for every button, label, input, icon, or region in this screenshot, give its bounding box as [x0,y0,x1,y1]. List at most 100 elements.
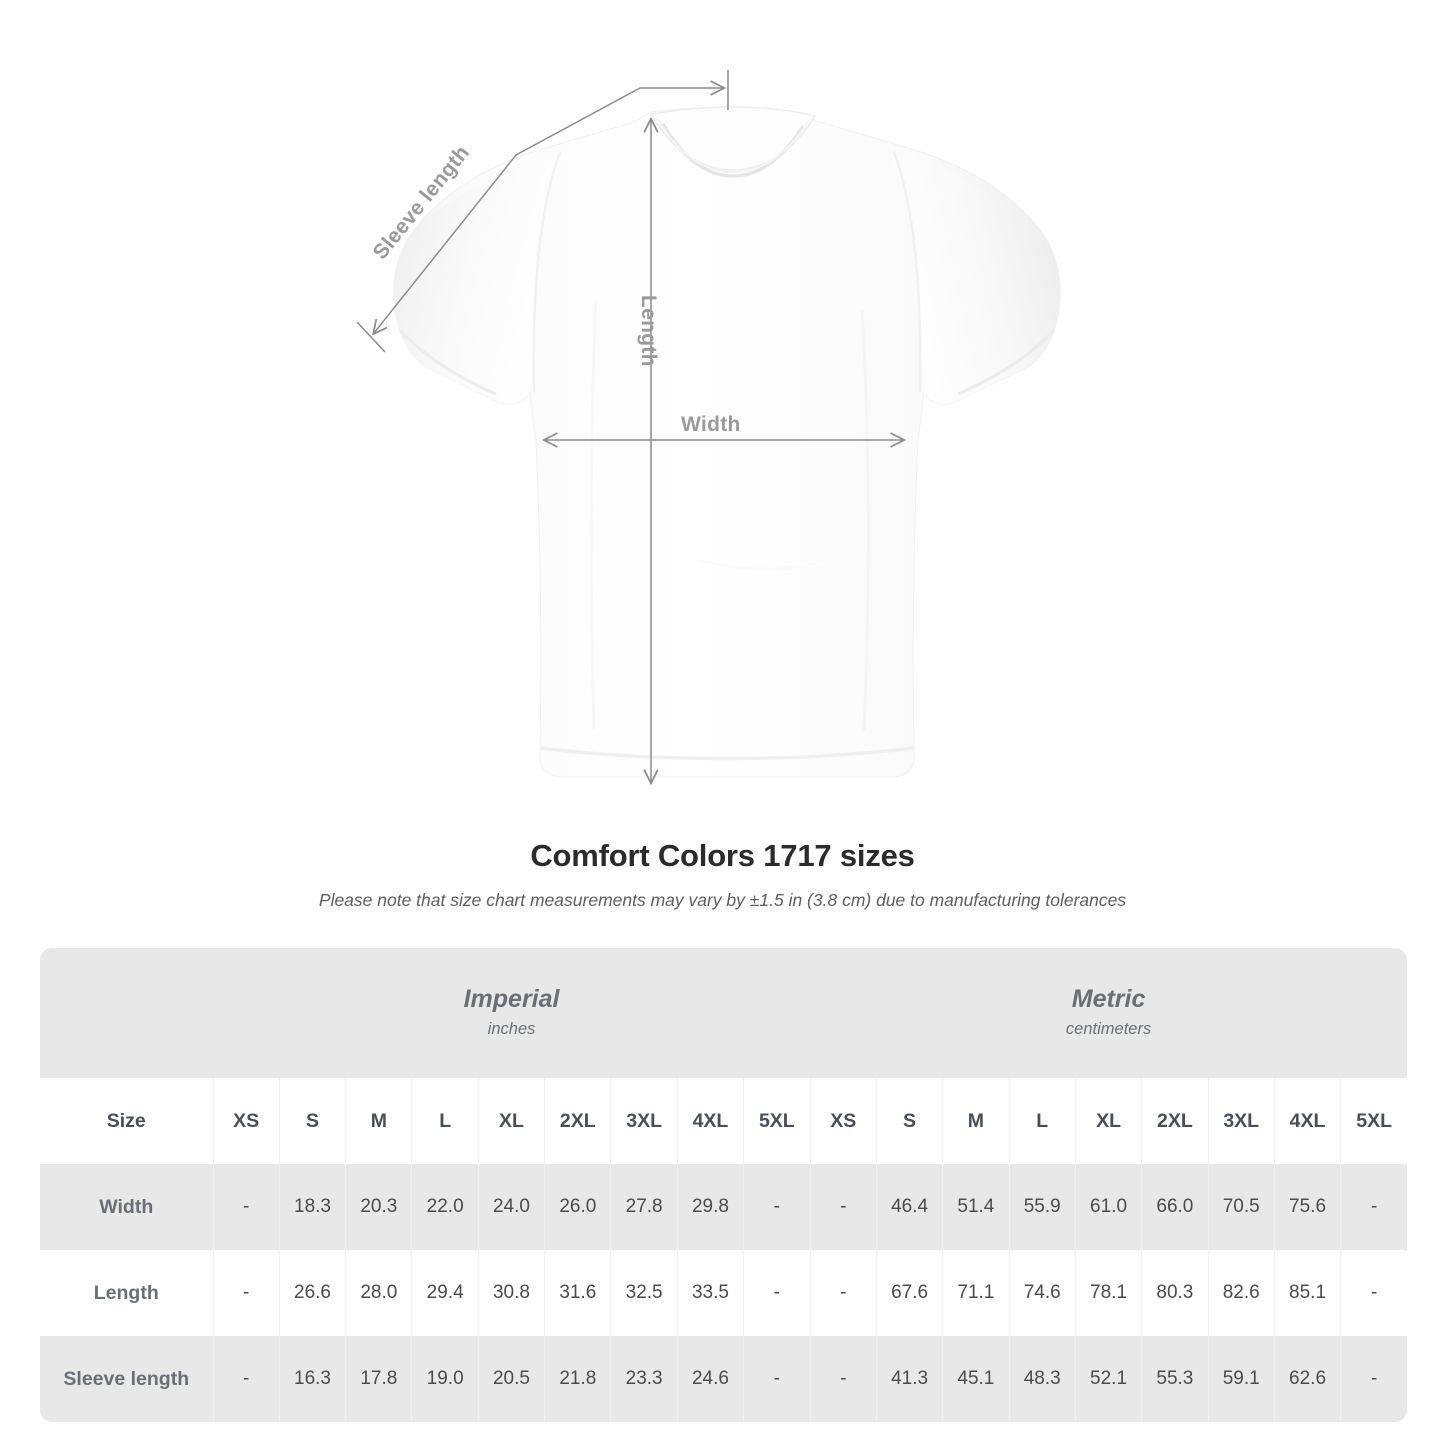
width-label: Width [681,413,741,436]
measurement-cell-imperial: 26.6 [278,1250,347,1336]
measurement-cell-metric: 71.1 [942,1250,1010,1336]
size-header-cell: M [942,1078,1010,1164]
measurement-cell-metric: - [1340,1250,1408,1336]
measurement-cell-metric: 75.6 [1273,1164,1342,1250]
unit-header-imperial: Imperial inches [213,948,811,1078]
right-sleeve [892,150,1061,405]
measurement-cell-metric: 67.6 [875,1250,944,1336]
measurement-cell-imperial: 17.8 [345,1336,413,1422]
fabric-fold-1 [589,299,598,731]
size-header-cell: 3XL [610,1078,678,1164]
measurement-row-label: Width [40,1164,214,1250]
size-column-header: Size [40,1078,214,1164]
size-header-cell: XS [212,1078,280,1164]
tshirt-illustration [356,70,1061,830]
measurement-cell-metric: 41.3 [875,1336,944,1422]
unit-name: Metric [1071,985,1146,1014]
measurement-cell-imperial: 24.0 [477,1164,546,1250]
measurement-row-label: Sleeve length [40,1336,214,1422]
measurement-cell-metric: 52.1 [1074,1336,1143,1422]
measurement-cell-imperial: 29.8 [676,1164,745,1250]
measurement-cell-metric: 48.3 [1008,1336,1076,1422]
measurement-cell-metric: 78.1 [1074,1250,1143,1336]
title-block: Comfort Colors 1717 sizes Please note th… [0,838,1445,911]
size-header-cell: M [345,1078,413,1164]
measurement-cell-metric: 51.4 [942,1164,1010,1250]
tshirt-diagram: Sleeve length Length Width [356,70,1061,830]
measurement-cell-imperial: - [743,1164,811,1250]
sleeve-diagonal-line [374,87,641,333]
right-sleeve-hem [957,328,1056,396]
unit-subtitle: inches [487,1019,536,1038]
measurement-cell-imperial: 22.0 [411,1164,479,1250]
measurement-cell-metric: - [1340,1164,1408,1250]
measurement-cell-imperial: 31.6 [544,1250,612,1336]
measurement-cell-imperial: 20.5 [477,1336,546,1422]
measurement-cell-imperial: 33.5 [676,1250,745,1336]
bottom-hem [540,746,914,761]
measurement-cell-imperial: 20.3 [345,1164,413,1250]
measurement-cell-metric: 61.0 [1074,1164,1143,1250]
measurement-cell-metric: 46.4 [875,1164,944,1250]
sleeve-length-dimension [356,70,729,353]
table-row: Length -26.6 28.0 29.4 30.8 31.6 32.5 33.5- -67.… [40,1250,1408,1336]
tolerance-note: Please note that size chart measurements… [318,890,1127,910]
collar-outer [649,106,817,171]
size-header-cell: 4XL [676,1078,745,1164]
size-header-row: Size XS S M L XL 2XL 3XL 4XL 5XL XS S M L XL 2XL 3XL 4XL 5… [40,1078,1408,1164]
unit-name: Imperial [463,985,560,1014]
measurement-cell-imperial: - [743,1336,811,1422]
unit-subtitle: centimeters [1065,1019,1152,1038]
size-header-cell: 5XL [1340,1078,1408,1164]
measurement-cell-metric: 55.3 [1141,1336,1209,1422]
measurement-cell-imperial: 19.0 [411,1336,479,1422]
measurement-cell-metric: - [809,1164,877,1250]
left-armhole-seam [532,151,562,393]
size-header-cell: 3XL [1207,1078,1275,1164]
measurement-cell-metric: - [1340,1336,1408,1422]
size-chart-table-container: Imperial inches Metric centimeters Size XS S M L… [40,948,1408,1422]
collar-ribbing [656,117,810,174]
measurement-cell-imperial: 16.3 [278,1336,347,1422]
size-header-cell: L [411,1078,479,1164]
measurement-cell-imperial: 28.0 [345,1250,413,1336]
measurement-cell-imperial: - [212,1336,280,1422]
measurement-cell-metric: 85.1 [1273,1250,1342,1336]
measurement-cell-metric: 62.6 [1273,1336,1342,1422]
measurement-cell-imperial: 21.8 [544,1336,612,1422]
size-chart-table: Imperial inches Metric centimeters Size XS S M L… [40,948,1408,1422]
measurement-cell-imperial: 29.4 [411,1250,479,1336]
page-title: Comfort Colors 1717 sizes [530,838,915,873]
measurement-cell-imperial: 26.0 [544,1164,612,1250]
size-header-cell: XL [1074,1078,1143,1164]
left-sleeve [393,150,562,405]
table-row: Width -18.3 20.3 22.0 24.0 26.0 27.8 29.8- -46.4… [40,1164,1408,1250]
measurement-cell-imperial: 18.3 [278,1164,347,1250]
size-header-cell: L [1008,1078,1076,1164]
measurement-annotations [356,70,903,782]
size-header-cell: 4XL [1273,1078,1342,1164]
measurement-cell-metric: 70.5 [1207,1164,1275,1250]
measurement-cell-imperial: 24.6 [676,1336,745,1422]
size-header-cell: XS [809,1078,877,1164]
table-row: Sleeve length -16.3 17.8 19.0 20.5 21.8 23.3 24… [40,1336,1408,1422]
measurement-cell-imperial: - [212,1250,280,1336]
size-header-cell: S [278,1078,347,1164]
measurement-cell-metric: 66.0 [1141,1164,1209,1250]
measurement-cell-metric: 55.9 [1008,1164,1076,1250]
size-header-cell: XL [477,1078,546,1164]
size-header-cell: 2XL [544,1078,612,1164]
measurement-cell-metric: 45.1 [942,1336,1010,1422]
right-armhole-seam [892,151,922,393]
size-header-cell: 2XL [1141,1078,1209,1164]
measurement-cell-imperial: 30.8 [477,1250,546,1336]
fabric-fold-3 [699,558,831,571]
length-label: Length [637,295,660,367]
measurement-row-label: Length [40,1250,214,1336]
measurement-cell-metric: 59.1 [1207,1336,1275,1422]
measurement-cell-imperial: 32.5 [610,1250,678,1336]
unit-header-metric: Metric centimeters [810,948,1408,1078]
measurement-cell-metric: 82.6 [1207,1250,1275,1336]
sleeve-end-tick [356,321,386,353]
measurement-cell-metric: - [809,1336,877,1422]
